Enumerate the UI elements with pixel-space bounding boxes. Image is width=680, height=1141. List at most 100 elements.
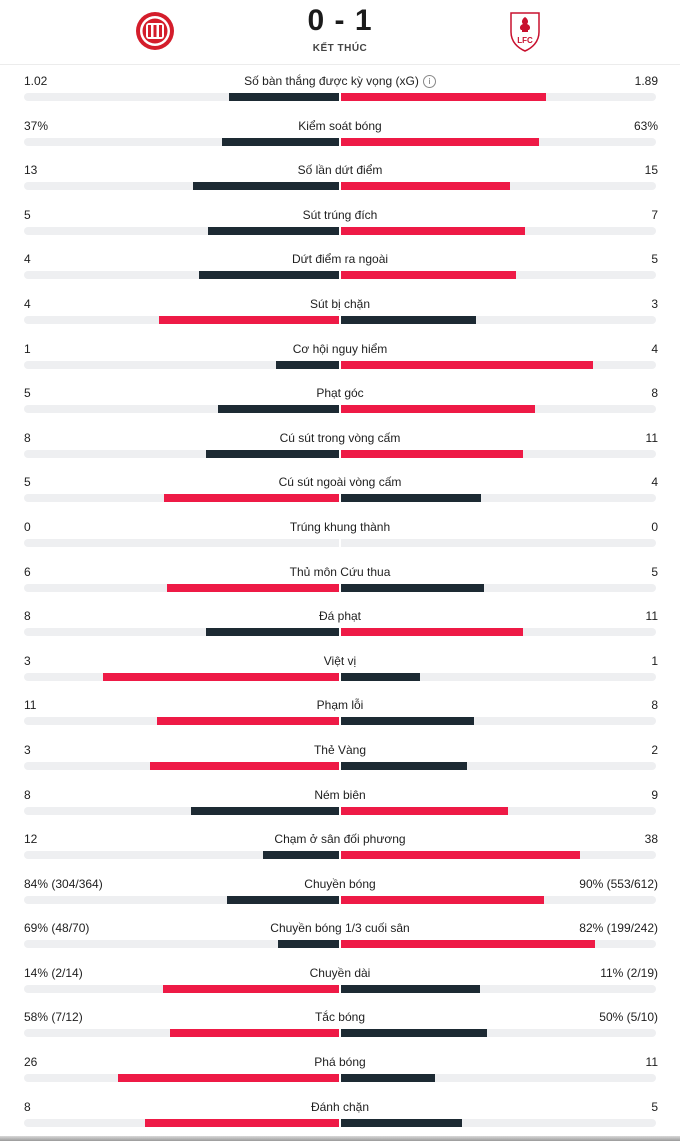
stat-label-text: Thẻ Vàng bbox=[313, 742, 367, 757]
stat-label: Chuyền dài bbox=[140, 966, 540, 980]
away-stat-bar bbox=[341, 895, 545, 904]
away-stat-value: 11 bbox=[645, 1055, 658, 1070]
away-stat-bar bbox=[341, 940, 595, 949]
stat-label-text: Kiểm soát bóng bbox=[298, 118, 382, 133]
away-stat-value: 7 bbox=[651, 207, 658, 222]
home-stat-bar bbox=[206, 449, 339, 458]
stat-label-text: Chuyền bóng bbox=[304, 876, 376, 891]
home-stat-value: 5 bbox=[24, 207, 31, 222]
home-stat-track bbox=[24, 940, 339, 949]
away-stat-bar bbox=[341, 182, 510, 191]
stat-row: 14% (2/14) Chuyền dài 11% (2/19) bbox=[0, 956, 680, 1001]
home-stat-bar bbox=[169, 1029, 339, 1038]
home-stat-track bbox=[24, 851, 339, 860]
stat-row: 58% (7/12) Tắc bóng 50% (5/10) bbox=[0, 1000, 680, 1045]
away-stat-value: 3 bbox=[651, 296, 658, 311]
stat-row: 3 Thẻ Vàng 2 bbox=[0, 733, 680, 778]
home-stat-track bbox=[24, 717, 339, 726]
away-stat-value: 4 bbox=[651, 475, 658, 490]
home-stat-bar bbox=[227, 895, 339, 904]
stat-row: 8 Cú sút trong vòng cấm 11 bbox=[0, 421, 680, 466]
info-icon[interactable]: i bbox=[422, 75, 436, 88]
away-stat-track bbox=[341, 761, 656, 770]
home-stat-track bbox=[24, 494, 339, 503]
stat-row: 4 Dứt điểm ra ngoài 5 bbox=[0, 242, 680, 287]
away-stat-bar bbox=[341, 984, 480, 993]
stat-label: Kiểm soát bóng bbox=[140, 119, 540, 133]
home-stat-track bbox=[24, 360, 339, 369]
away-stat-bar bbox=[341, 672, 420, 681]
stat-label-text: Chuyền dài bbox=[309, 965, 371, 980]
stat-label-text: Cú sút ngoài vòng cấm bbox=[278, 475, 402, 490]
stat-row: 5 Cú sút ngoài vòng cấm 4 bbox=[0, 465, 680, 510]
stat-label: Sút trúng đích bbox=[140, 208, 540, 222]
stat-label-text: Thủ môn Cứu thua bbox=[289, 564, 391, 579]
away-stat-track bbox=[341, 271, 656, 280]
stat-label: Cú sút trong vòng cấm bbox=[140, 431, 540, 445]
home-stat-value: 37% bbox=[24, 118, 49, 133]
away-stat-bar bbox=[341, 1118, 463, 1127]
stat-row: 1.02 Số bàn thắng được kỳ vọng (xG) i 1.89 bbox=[0, 64, 680, 109]
stat-label: Sút bị chặn bbox=[140, 297, 540, 311]
stat-label: Đá phạt bbox=[140, 609, 540, 623]
stat-label: Phạm lỗi bbox=[140, 698, 540, 712]
away-stat-track bbox=[341, 895, 656, 904]
liverpool-crest-text: LFC bbox=[517, 36, 533, 45]
stat-label-text: Ném biên bbox=[314, 787, 366, 802]
stat-label-text: Số lần dứt điểm bbox=[297, 163, 383, 178]
away-stat-value: 1.89 bbox=[634, 74, 658, 88]
girona-crest-icon[interactable] bbox=[135, 10, 175, 52]
stat-row: 11 Phạm lỗi 8 bbox=[0, 688, 680, 733]
stat-label-text: Số bàn thắng được kỳ vọng (xG) bbox=[244, 74, 419, 88]
stat-label: Cú sút ngoài vòng cấm bbox=[140, 475, 540, 489]
home-stat-bar bbox=[190, 806, 339, 815]
liverpool-crest-icon[interactable]: LFC bbox=[505, 10, 545, 52]
away-stat-track bbox=[341, 494, 656, 503]
stat-label: Phá bóng bbox=[140, 1055, 540, 1069]
home-stat-value: 8 bbox=[24, 430, 31, 445]
home-stat-track bbox=[24, 226, 339, 235]
away-stat-track bbox=[341, 717, 656, 726]
away-stat-value: 8 bbox=[651, 386, 658, 401]
away-stat-track bbox=[341, 538, 656, 547]
home-stat-bar bbox=[167, 583, 339, 592]
stat-label-text: Chuyền bóng 1/3 cuối sân bbox=[270, 921, 410, 936]
away-stat-value: 8 bbox=[651, 698, 658, 713]
stat-label: Cơ hội nguy hiểm bbox=[140, 342, 540, 356]
home-stat-value: 69% (48/70) bbox=[24, 921, 90, 936]
home-stat-bar bbox=[207, 226, 339, 235]
away-stat-bar bbox=[341, 360, 593, 369]
home-stat-value: 84% (304/364) bbox=[24, 876, 103, 891]
away-stat-bar bbox=[341, 449, 524, 458]
away-stat-value: 5 bbox=[651, 252, 658, 267]
away-stat-value: 11% (2/19) bbox=[600, 965, 658, 980]
home-stat-value: 26 bbox=[24, 1055, 38, 1070]
home-stat-track bbox=[24, 806, 339, 815]
home-stat-track bbox=[24, 449, 339, 458]
away-stat-bar bbox=[341, 137, 540, 146]
away-stat-bar bbox=[341, 271, 516, 280]
bottom-edge bbox=[0, 1136, 680, 1141]
away-stat-track bbox=[341, 672, 656, 681]
away-stat-value: 5 bbox=[651, 564, 658, 579]
home-stat-bar bbox=[277, 940, 339, 949]
away-stat-bar bbox=[341, 761, 467, 770]
home-stat-track bbox=[24, 672, 339, 681]
home-stat-bar bbox=[117, 1074, 339, 1083]
stat-row: 12 Chạm ở sân đối phương 38 bbox=[0, 822, 680, 867]
home-stat-value: 5 bbox=[24, 386, 31, 401]
home-stat-bar bbox=[217, 405, 339, 414]
away-stat-bar bbox=[341, 851, 581, 860]
stat-label-text: Đánh chặn bbox=[310, 1099, 370, 1114]
away-stat-bar bbox=[341, 1074, 435, 1083]
home-stat-bar bbox=[228, 93, 339, 101]
stat-label-text: Phạt góc bbox=[316, 386, 364, 401]
home-stat-value: 6 bbox=[24, 564, 31, 579]
home-stat-value: 5 bbox=[24, 475, 31, 490]
home-stat-value: 8 bbox=[24, 787, 31, 802]
home-stat-track bbox=[24, 182, 339, 191]
match-score: 0 - 1 bbox=[307, 4, 373, 37]
home-stat-value: 1 bbox=[24, 341, 31, 356]
away-stat-value: 11 bbox=[645, 430, 658, 445]
stat-label: Thẻ Vàng bbox=[140, 743, 540, 757]
